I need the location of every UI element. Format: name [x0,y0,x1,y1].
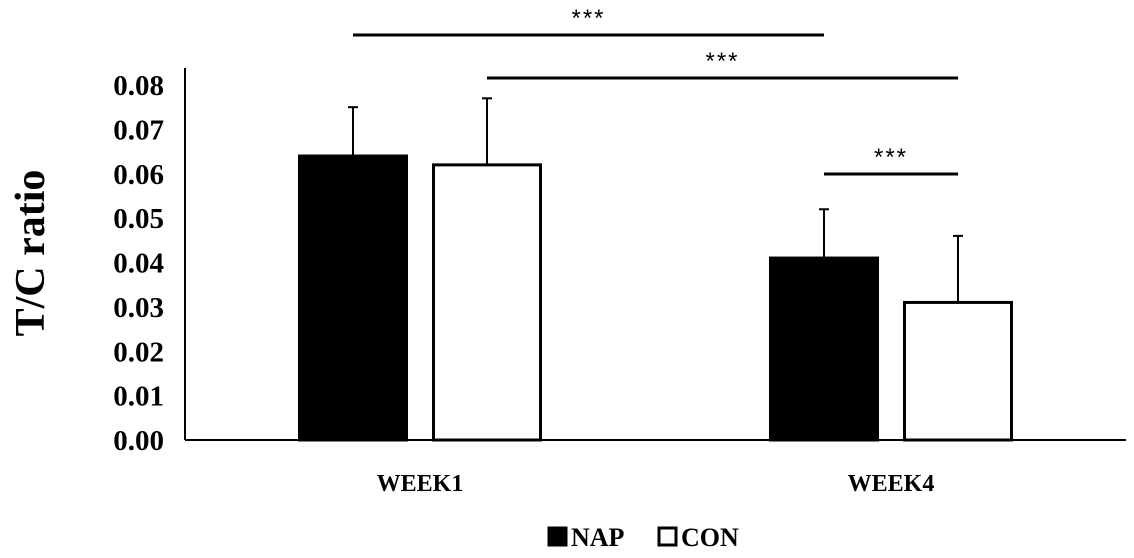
bars [298,154,1013,442]
bar-con-week4 [903,300,1013,442]
y-tick-label: 0.04 [113,248,164,280]
x-category-label: WEEK4 [848,471,935,497]
y-tick-label: 0.03 [113,292,164,324]
legend-label-con: CON [681,523,739,552]
y-tick-label: 0.06 [113,159,164,191]
y-axis-label: T/C ratio [8,170,54,337]
significance-label: *** [874,144,908,171]
y-tick-label: 0.02 [113,336,164,368]
error-bars [348,97,963,303]
x-category-label: WEEK1 [377,471,464,497]
bar-con-week1 [432,163,542,442]
significance-label: *** [705,48,739,75]
y-tick-label: 0.07 [113,114,164,146]
y-tick-label: 0.01 [113,381,164,413]
significance-label: *** [571,5,605,32]
legend-label-nap: NAP [571,523,625,552]
legend-swatch-con [657,526,678,547]
significance-brackets: *** *** *** [353,5,958,176]
y-tick-label: 0.05 [113,203,164,235]
legend: NAP CON [547,523,739,552]
x-category-labels: WEEK1 WEEK4 [377,471,935,497]
y-tick-label: 0.08 [113,70,164,102]
bar-nap-week1 [298,154,408,442]
legend-swatch-nap [547,526,568,547]
y-tick-labels: 0.00 0.01 0.02 0.03 0.04 0.05 0.06 0.07 0.08 [113,70,164,457]
bar-nap-week4 [769,256,879,442]
y-tick-label: 0.00 [113,425,164,457]
